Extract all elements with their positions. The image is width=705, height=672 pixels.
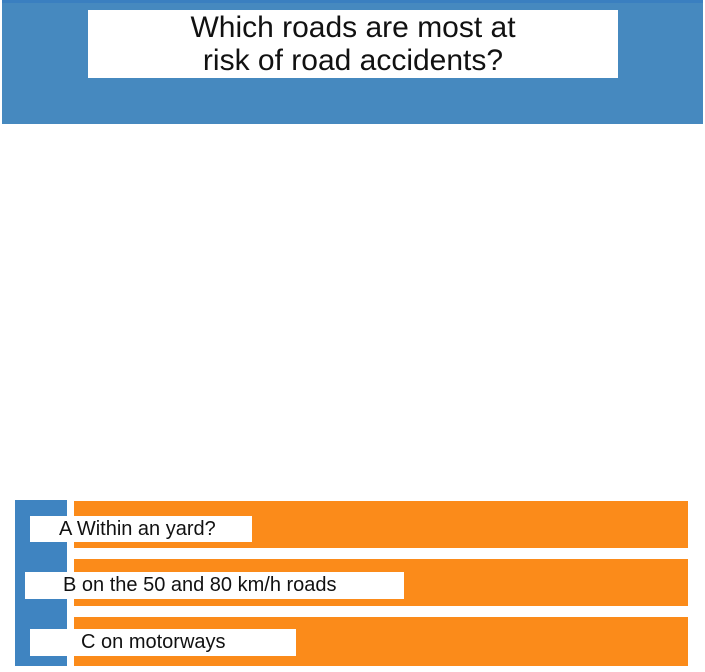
question-header: Which roads are most at risk of road acc… (2, 0, 703, 124)
answer-b-letter: B (63, 574, 77, 596)
answer-b-option[interactable]: B on the 50 and 80 km/h roads (25, 572, 404, 599)
question-line-1: Which roads are most at (190, 11, 516, 44)
answer-a-text: Within an yard? (76, 518, 216, 540)
answers-panel: A Within an yard? B on the 50 and 80 km/… (15, 500, 690, 666)
answer-c-letter: C (81, 631, 96, 653)
question-line-2: risk of road accidents? (202, 44, 504, 77)
answer-a-option[interactable]: A Within an yard? (30, 516, 252, 542)
answer-a-letter: A (59, 518, 72, 540)
question-text-box: Which roads are most at risk of road acc… (88, 10, 618, 78)
header-top-edge (2, 0, 703, 3)
answer-c-option[interactable]: C on motorways (30, 629, 296, 656)
answer-c-text: on motorways (101, 631, 226, 653)
answer-b-text: on the 50 and 80 km/h roads (81, 574, 337, 596)
